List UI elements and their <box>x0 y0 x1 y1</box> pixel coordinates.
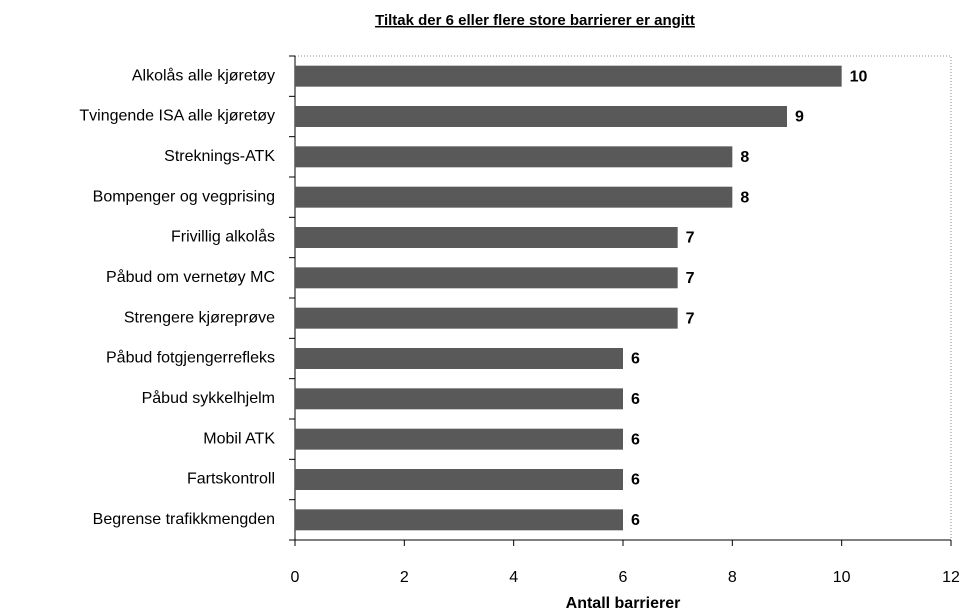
y-tick-label: Påbud sykkelhjelm <box>142 389 275 407</box>
x-tick-label: 6 <box>619 569 628 586</box>
data-label: 10 <box>850 68 868 85</box>
y-tick-label: Alkolås alle kjøretøy <box>132 66 275 84</box>
bar <box>295 146 733 168</box>
y-tick-label: Tvingende ISA alle kjøretøy <box>79 108 275 125</box>
bar <box>295 388 623 410</box>
x-tick-label: 10 <box>833 569 851 586</box>
x-axis-title: Antall barrierer <box>566 595 681 612</box>
data-label: 6 <box>631 512 640 529</box>
y-tick-label: Påbud om vernetøy MC <box>106 268 275 286</box>
x-tick-label: 4 <box>509 569 518 586</box>
bar <box>295 65 842 87</box>
bar <box>295 509 623 531</box>
x-tick-label: 0 <box>291 569 300 586</box>
bar <box>295 307 678 329</box>
y-tick-label: Bompenger og vegprising <box>93 188 275 205</box>
data-label: 6 <box>631 472 640 489</box>
data-label: 8 <box>740 149 749 166</box>
bar <box>295 227 678 248</box>
y-tick-label: Streknings-ATK <box>164 148 275 165</box>
chart-title: Tiltak der 6 eller flere store barrierer… <box>375 12 695 29</box>
data-label: 9 <box>795 109 804 126</box>
data-label: 6 <box>631 431 640 448</box>
y-tick-label: Fartskontroll <box>187 471 275 488</box>
x-tick-label: 12 <box>942 569 960 586</box>
y-tick-label: Strengere kjøreprøve <box>124 309 275 326</box>
bar <box>295 106 787 127</box>
bar <box>295 428 623 450</box>
data-label: 8 <box>740 189 749 206</box>
y-tick-label: Frivillig alkolås <box>171 228 275 246</box>
x-tick-label: 2 <box>400 569 409 586</box>
bar <box>295 469 623 490</box>
data-label: 7 <box>686 270 695 287</box>
bar <box>295 267 678 289</box>
data-label: 6 <box>631 351 640 368</box>
data-label: 7 <box>686 310 695 327</box>
data-label: 6 <box>631 391 640 408</box>
y-tick-label: Begrense trafikkmengden <box>93 511 275 528</box>
y-tick-label: Mobil ATK <box>203 430 275 447</box>
data-label: 7 <box>686 230 695 247</box>
bar <box>295 186 733 208</box>
y-tick-label: Påbud fotgjengerrefleks <box>106 349 275 367</box>
bar <box>295 348 623 369</box>
plot-frame <box>295 55 952 540</box>
x-tick-label: 8 <box>728 569 737 586</box>
